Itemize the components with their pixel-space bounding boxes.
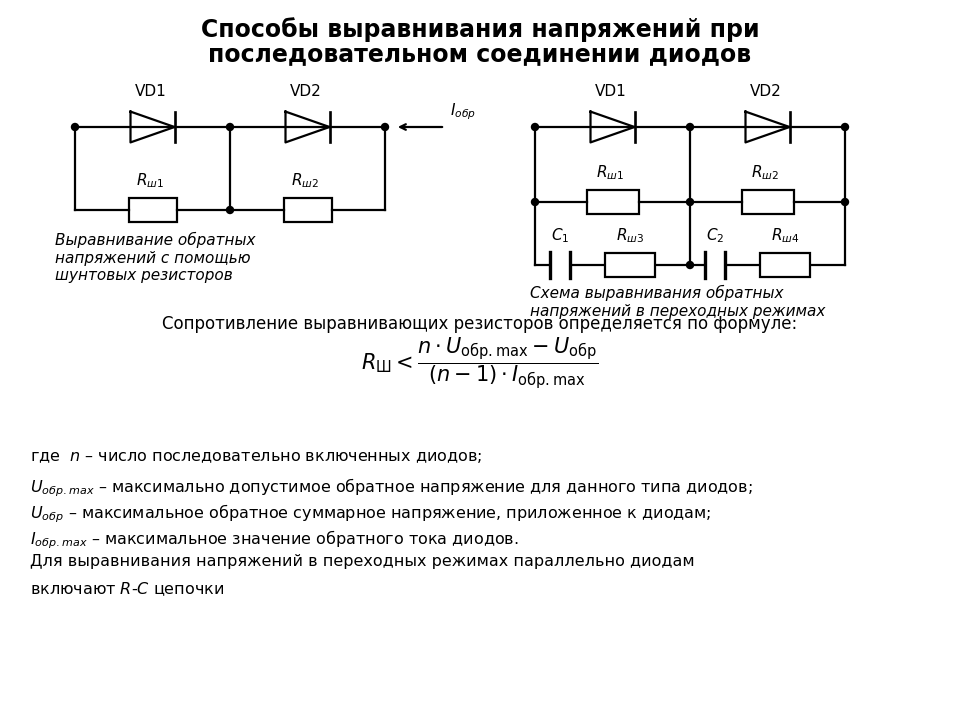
Text: включают $R$-$C$ цепочки: включают $R$-$C$ цепочки xyxy=(30,580,225,598)
Text: Сопротивление выравнивающих резисторов определяется по формуле:: Сопротивление выравнивающих резисторов о… xyxy=(162,315,798,333)
Text: $C_1$: $C_1$ xyxy=(551,226,569,245)
Circle shape xyxy=(71,124,79,130)
Text: $R_{ш3}$: $R_{ш3}$ xyxy=(616,226,644,245)
Text: VD2: VD2 xyxy=(750,84,781,99)
Text: $U_{обр}$ – максимальное обратное суммарное напряжение, приложенное к диодам;: $U_{обр}$ – максимальное обратное суммар… xyxy=(30,502,711,525)
Circle shape xyxy=(532,199,539,205)
Circle shape xyxy=(532,124,539,130)
Circle shape xyxy=(686,199,693,205)
Text: VD1: VD1 xyxy=(594,84,626,99)
Text: Схема выравнивания обратных
напряжений в переходных режимах: Схема выравнивания обратных напряжений в… xyxy=(530,285,826,318)
Circle shape xyxy=(842,124,849,130)
Text: $U_{обр.max}$ – максимально допустимое обратное напряжение для данного типа диод: $U_{обр.max}$ – максимально допустимое о… xyxy=(30,476,753,498)
Bar xyxy=(741,190,794,214)
Text: VD2: VD2 xyxy=(290,84,322,99)
Circle shape xyxy=(842,199,849,205)
Text: Способы выравнивания напряжений при: Способы выравнивания напряжений при xyxy=(201,17,759,42)
Bar xyxy=(129,198,177,222)
Text: $C_2$: $C_2$ xyxy=(706,226,724,245)
Text: Выравнивание обратных
напряжений с помощью
шунтовых резисторов: Выравнивание обратных напряжений с помощ… xyxy=(55,232,255,283)
Text: $R_{ш2}$: $R_{ш2}$ xyxy=(752,163,780,182)
Text: $R_{\rm Ш} < \dfrac{n \cdot U_{\rm обр.max} - U_{\rm обр}}{(n-1) \cdot I_{\rm об: $R_{\rm Ш} < \dfrac{n \cdot U_{\rm обр.m… xyxy=(361,335,599,391)
Text: $R_{ш1}$: $R_{ш1}$ xyxy=(136,171,164,190)
Bar xyxy=(587,190,638,214)
Text: $R_{ш2}$: $R_{ш2}$ xyxy=(292,171,320,190)
Text: $I_{обр}$: $I_{обр}$ xyxy=(450,102,476,122)
Bar xyxy=(760,253,810,277)
Text: последовательном соединении диодов: последовательном соединении диодов xyxy=(208,42,752,66)
Circle shape xyxy=(686,124,693,130)
Bar xyxy=(605,253,655,277)
Text: $I_{обр.max}$ – максимальное значение обратного тока диодов.: $I_{обр.max}$ – максимальное значение об… xyxy=(30,528,518,551)
Text: Для выравнивания напряжений в переходных режимах параллельно диодам: Для выравнивания напряжений в переходных… xyxy=(30,554,695,569)
Text: где  $n$ – число последовательно включенных диодов;: где $n$ – число последовательно включенн… xyxy=(30,450,482,465)
Text: VD1: VD1 xyxy=(134,84,166,99)
Bar xyxy=(283,198,331,222)
Text: $R_{ш4}$: $R_{ш4}$ xyxy=(771,226,800,245)
Circle shape xyxy=(686,261,693,269)
Circle shape xyxy=(227,124,233,130)
Circle shape xyxy=(227,207,233,214)
Text: $R_{ш1}$: $R_{ш1}$ xyxy=(596,163,625,182)
Circle shape xyxy=(381,124,389,130)
